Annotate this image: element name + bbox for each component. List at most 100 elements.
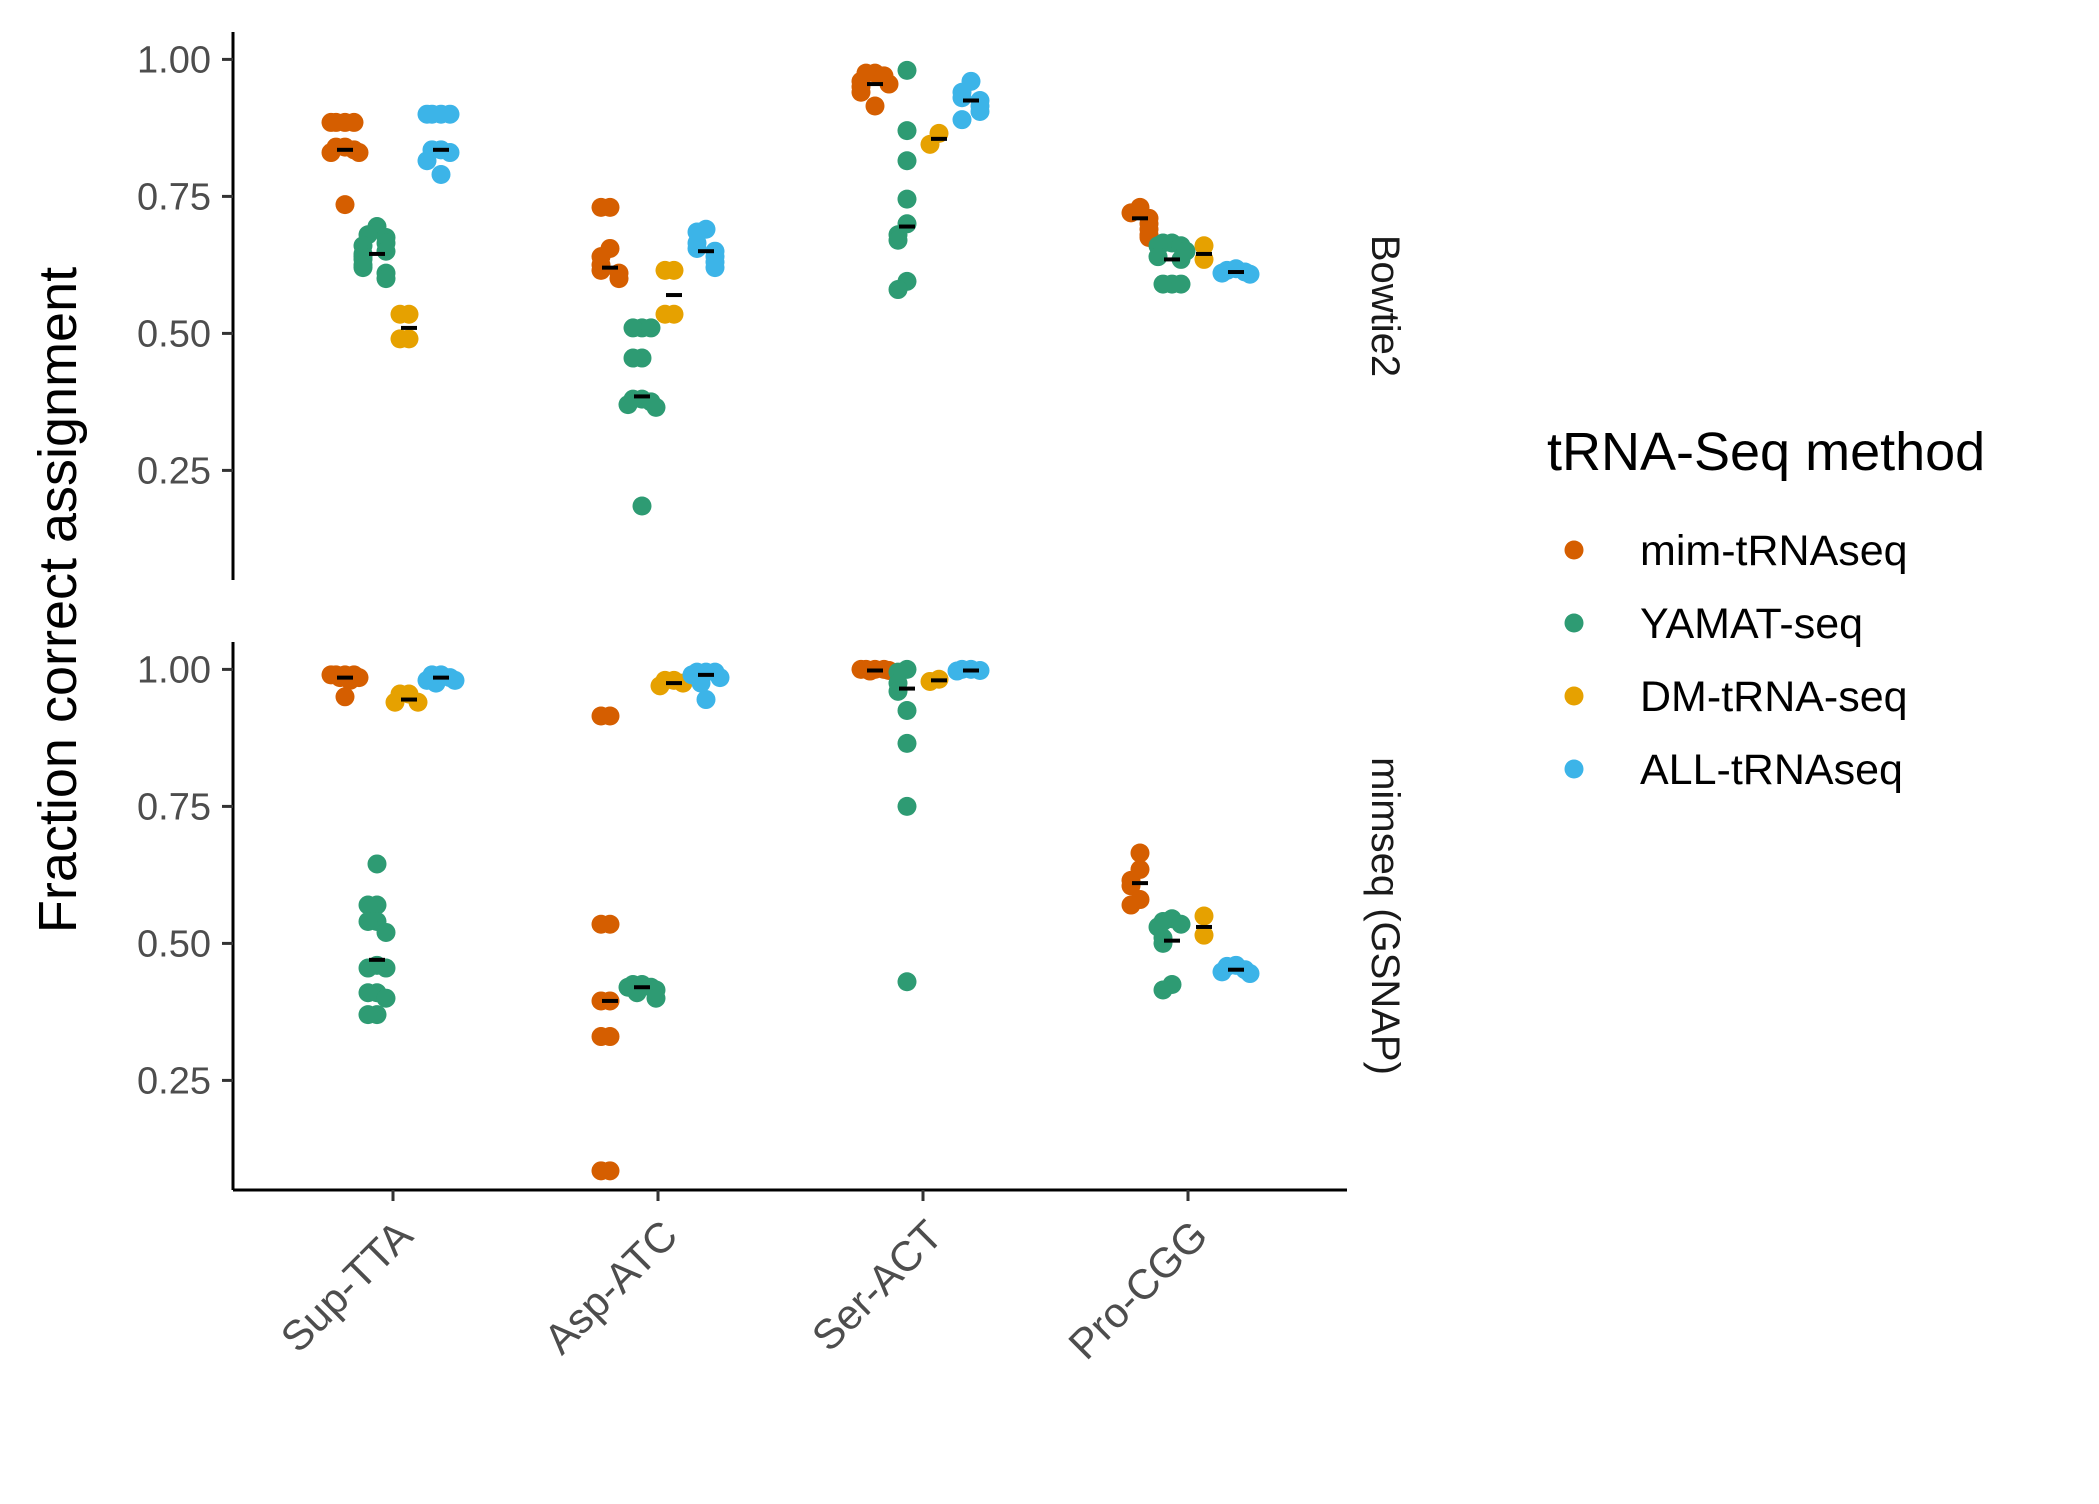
data-point	[376, 269, 396, 289]
data-point	[431, 164, 451, 184]
y-tick-label: 0.75	[137, 786, 211, 828]
data-point	[591, 914, 611, 934]
data-point	[1194, 236, 1214, 256]
legend-swatch	[1564, 686, 1584, 706]
x-tick-label: Asp-ATC	[535, 1211, 686, 1362]
data-point	[1130, 843, 1150, 863]
data-point	[609, 269, 629, 289]
data-point	[591, 197, 611, 217]
legend-entries: mim-tRNAseq YAMAT-seq DM-tRNA-seq ALL-tRNAs…	[1564, 527, 1908, 794]
data-point	[440, 104, 460, 124]
x-tick-label: Ser-ACT	[803, 1211, 952, 1360]
data-point	[367, 854, 387, 874]
data-point	[358, 911, 378, 931]
data-point	[408, 692, 428, 712]
legend-title: tRNA-Seq method	[1547, 422, 1985, 482]
legend-swatch	[1564, 540, 1584, 560]
data-point	[970, 101, 990, 121]
data-point	[897, 733, 917, 753]
data-point	[947, 661, 967, 681]
data-point	[641, 318, 661, 338]
x-tick-label: Pro-CGG	[1059, 1211, 1216, 1368]
data-point	[710, 668, 730, 688]
data-point	[623, 318, 643, 338]
data-point	[865, 96, 885, 116]
data-point	[650, 676, 670, 696]
data-point	[897, 796, 917, 816]
data-point	[1194, 906, 1214, 926]
data-point	[1194, 925, 1214, 945]
data-point	[696, 690, 716, 710]
y-tick-label: 0.75	[137, 176, 211, 218]
legend-entry: ALL-tRNAseq	[1564, 746, 1903, 794]
data-point	[1240, 264, 1260, 284]
legend-swatch	[1564, 759, 1584, 779]
legend-entry: YAMAT-seq	[1564, 600, 1863, 648]
legend-swatch	[1564, 613, 1584, 633]
data-point	[691, 673, 711, 693]
data-point	[440, 143, 460, 163]
data-point	[335, 195, 355, 215]
data-point	[655, 304, 675, 324]
data-point	[376, 241, 396, 261]
y-axis-title: Fraction correct assignment	[28, 267, 88, 933]
panels-layer: 0.25 0.50 0.75 1.00 Bowtie2 0.25 0.50 0.75 1.00 m…	[137, 32, 1407, 1190]
y-tick-label: 1.00	[137, 39, 211, 81]
data-point	[385, 692, 405, 712]
legend-label: mim-tRNAseq	[1640, 527, 1908, 575]
data-point	[888, 230, 908, 250]
data-point	[1171, 914, 1191, 934]
data-point	[349, 143, 369, 163]
data-point	[390, 329, 410, 349]
legend-label: ALL-tRNAseq	[1640, 746, 1903, 794]
data-point	[591, 706, 611, 726]
data-point	[705, 258, 725, 278]
data-point	[1171, 249, 1191, 269]
data-point	[1121, 895, 1141, 915]
panel-strip-label: Bowtie2	[1363, 235, 1407, 377]
legend-label: YAMAT-seq	[1640, 600, 1863, 648]
points-layer	[321, 60, 1260, 1181]
data-point	[920, 671, 940, 691]
data-point	[646, 988, 666, 1008]
data-point	[591, 260, 611, 280]
data-point	[646, 397, 666, 417]
data-point	[417, 104, 437, 124]
data-point	[445, 670, 465, 690]
data-point	[376, 922, 396, 942]
data-point	[1148, 247, 1168, 267]
data-point	[591, 991, 611, 1011]
data-point	[897, 701, 917, 720]
data-point	[344, 112, 364, 132]
data-point	[897, 972, 917, 992]
y-tick-label: 0.25	[137, 1060, 211, 1102]
data-point	[376, 958, 396, 978]
data-point	[1153, 980, 1173, 1000]
data-point	[897, 151, 917, 171]
data-point	[1212, 962, 1232, 982]
data-point	[1121, 876, 1141, 896]
data-point	[1171, 274, 1191, 294]
data-point	[358, 895, 378, 915]
data-point	[632, 496, 652, 516]
y-tick-label: 0.25	[137, 450, 211, 492]
data-point	[1153, 933, 1173, 953]
legend: tRNA-Seq method mim-tRNAseq YAMAT-seq DM-t…	[1547, 422, 1985, 794]
panel-2-points	[321, 659, 1260, 1181]
data-point	[897, 189, 917, 209]
panel-strip-label: mimseq (GSNAP)	[1363, 757, 1407, 1075]
data-point	[591, 1027, 611, 1047]
y-tick-label: 0.50	[137, 313, 211, 355]
data-point	[687, 238, 707, 258]
data-point	[1240, 964, 1260, 984]
data-point	[321, 112, 341, 132]
data-point	[1212, 263, 1232, 283]
data-point	[888, 280, 908, 300]
data-point	[358, 983, 378, 1003]
data-point	[618, 395, 638, 415]
panel-1: 0.25 0.50 0.75 1.00 Bowtie2	[137, 32, 1407, 580]
x-tick-label: Sup-TTA	[272, 1211, 422, 1361]
legend-label: DM-tRNA-seq	[1640, 673, 1908, 721]
